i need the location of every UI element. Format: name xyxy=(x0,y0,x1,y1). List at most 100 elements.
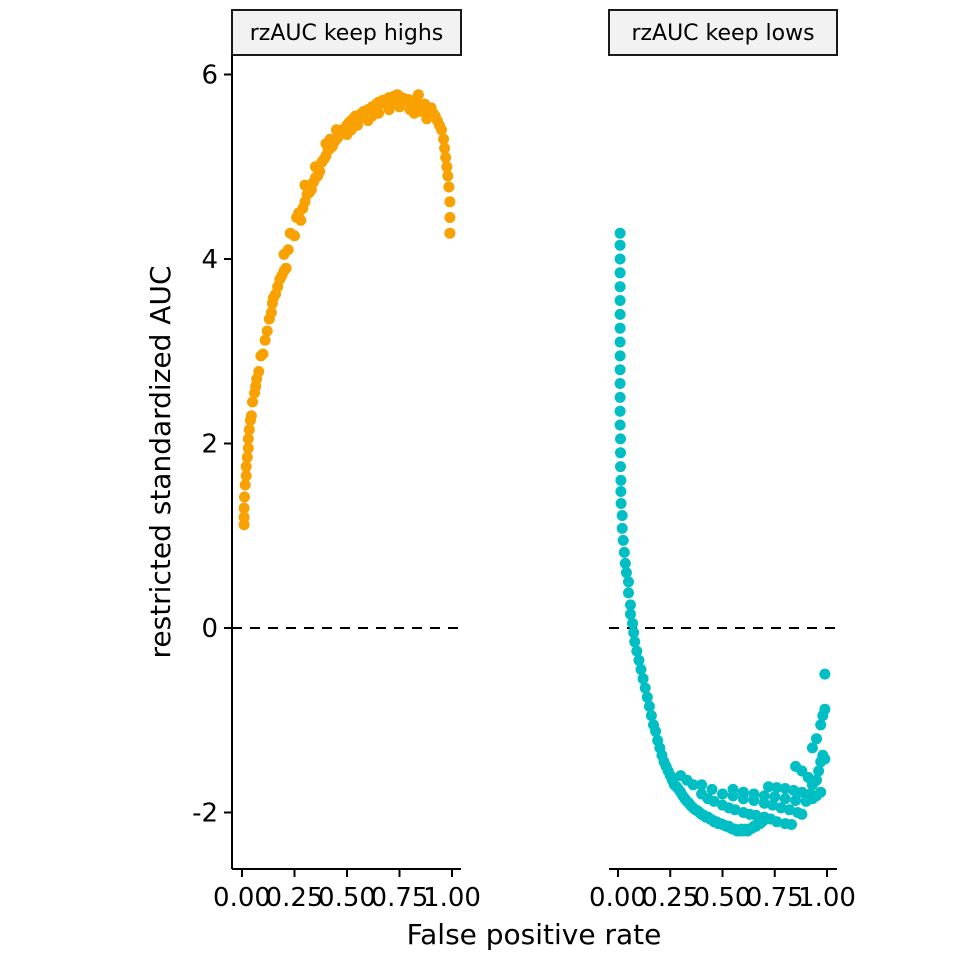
data-point xyxy=(265,307,277,318)
data-point xyxy=(819,703,831,715)
x-tick-label: 1.00 xyxy=(798,883,856,913)
data-point xyxy=(614,267,626,279)
data-point xyxy=(779,793,791,805)
data-point xyxy=(614,295,626,306)
x-axis-title: False positive rate xyxy=(407,918,662,951)
x-axis-keep-highs: 0.000.250.500.751.00 xyxy=(213,868,481,913)
data-point xyxy=(261,325,273,337)
strip-background-keep-lows xyxy=(608,9,838,56)
data-point xyxy=(331,124,342,136)
data-point xyxy=(444,212,456,223)
data-point xyxy=(289,230,300,242)
points-keep-highs xyxy=(238,89,456,531)
data-point xyxy=(614,350,626,362)
data-point xyxy=(614,239,626,251)
x-tick-label: 0.25 xyxy=(266,883,324,913)
data-point xyxy=(299,179,311,191)
data-point xyxy=(616,522,628,534)
data-point xyxy=(687,779,699,791)
data-point xyxy=(627,617,639,629)
data-point xyxy=(442,170,454,182)
data-point xyxy=(625,608,636,620)
data-point xyxy=(421,113,433,125)
data-point xyxy=(614,419,626,431)
data-point xyxy=(615,433,626,445)
data-point xyxy=(650,725,662,737)
data-point xyxy=(819,753,831,765)
data-point xyxy=(737,786,749,798)
x-tick-label: 0.75 xyxy=(371,883,429,913)
data-point xyxy=(617,534,629,546)
data-point xyxy=(324,133,336,145)
data-point xyxy=(345,124,357,136)
data-point xyxy=(614,364,626,376)
y-tick-label: -2 xyxy=(192,799,218,829)
panel-keep-highs: rzAUC keep highs xyxy=(231,9,462,629)
data-point xyxy=(247,396,258,408)
data-point xyxy=(240,470,252,482)
y-tick-label: 0 xyxy=(201,614,218,644)
data-point xyxy=(387,98,399,110)
data-point xyxy=(614,253,626,265)
data-point xyxy=(615,447,626,459)
data-point xyxy=(796,786,808,798)
data-point xyxy=(614,336,626,348)
data-point xyxy=(619,557,631,569)
data-point xyxy=(614,391,626,403)
data-point xyxy=(280,262,292,274)
x-tick-label: 0.75 xyxy=(746,883,804,913)
data-point xyxy=(259,334,271,346)
data-point xyxy=(238,502,250,514)
data-point xyxy=(786,819,797,830)
data-point xyxy=(750,809,762,821)
data-point xyxy=(629,636,641,648)
data-point xyxy=(796,808,808,820)
data-point xyxy=(366,110,378,122)
y-axis-title: restricted standardized AUC xyxy=(144,265,177,658)
data-point xyxy=(639,682,651,694)
data-point xyxy=(614,227,626,239)
strip-background-keep-highs xyxy=(231,9,462,56)
data-point xyxy=(633,654,645,666)
data-point xyxy=(614,405,626,417)
data-point xyxy=(615,486,627,497)
data-point xyxy=(748,788,760,800)
data-point xyxy=(239,491,250,503)
data-point xyxy=(815,719,827,731)
data-point xyxy=(238,511,250,523)
data-point xyxy=(767,799,779,811)
data-point xyxy=(696,779,708,791)
data-point xyxy=(439,142,451,154)
data-point xyxy=(243,424,255,436)
panel-keep-lows: rzAUC keep lows xyxy=(608,9,838,837)
data-point xyxy=(628,627,640,639)
data-point xyxy=(241,451,253,463)
y-tick-label: 2 xyxy=(201,430,218,460)
data-point xyxy=(758,790,770,802)
data-point xyxy=(620,567,632,579)
data-point xyxy=(441,161,453,173)
data-point xyxy=(811,733,822,745)
data-point xyxy=(717,788,728,800)
data-point xyxy=(295,214,307,226)
data-point xyxy=(637,673,649,685)
data-point xyxy=(813,765,825,777)
data-point xyxy=(245,410,257,422)
data-point xyxy=(614,308,626,320)
x-tick-label: 0.25 xyxy=(641,883,699,913)
data-point xyxy=(618,546,630,558)
data-point xyxy=(443,181,455,193)
data-point xyxy=(806,742,818,754)
data-point xyxy=(641,691,653,703)
y-tick-label: 4 xyxy=(201,245,218,275)
data-point xyxy=(815,786,827,798)
data-point xyxy=(729,804,741,816)
data-point xyxy=(615,461,626,473)
data-point xyxy=(240,461,252,473)
data-point xyxy=(625,599,636,611)
data-point xyxy=(643,700,655,712)
data-point xyxy=(631,645,643,657)
data-point xyxy=(408,107,420,119)
data-point xyxy=(242,433,254,445)
